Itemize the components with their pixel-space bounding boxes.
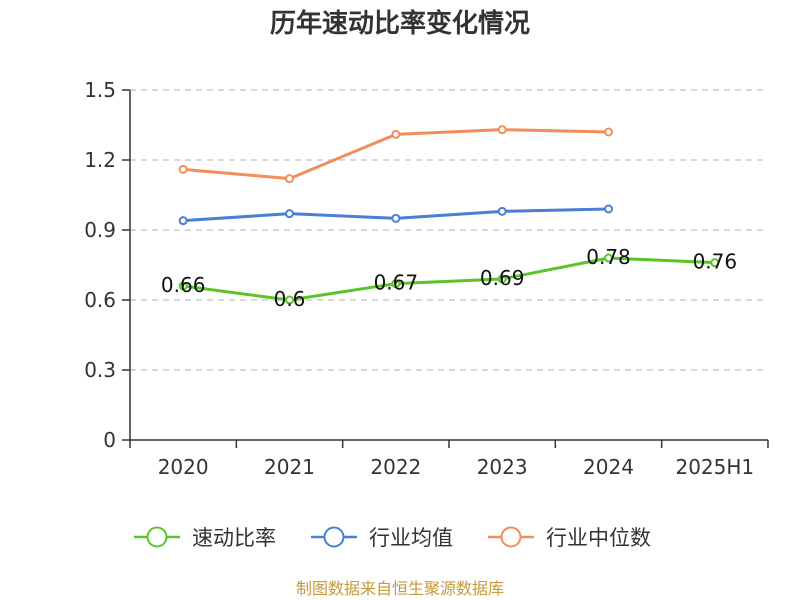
legend-label-1: 行业均值 — [369, 526, 453, 550]
data-labels: 0.66 0.6 0.67 0.69 0.78 0.76 — [161, 245, 737, 311]
series-lines — [178, 125, 720, 305]
legend-marker-0 — [146, 526, 168, 548]
data-label-4: 0.78 — [586, 245, 631, 269]
series-2-point-3 — [497, 125, 507, 135]
data-label-5: 0.76 — [693, 250, 738, 274]
grid — [130, 89, 768, 371]
y-tick-label-3: 0.9 — [84, 218, 116, 242]
data-label-3: 0.69 — [480, 266, 525, 290]
y-tick-label-2: 0.6 — [84, 288, 116, 312]
legend-item-0: 速动比率 — [134, 526, 276, 550]
data-label-2: 0.67 — [374, 271, 419, 295]
series-0-point-2 — [391, 279, 401, 289]
x-tick-label-1: 2021 — [264, 455, 315, 479]
x-tick-label-5: 2025H1 — [675, 455, 754, 479]
source-note: 制图数据来自恒生聚源数据库 — [296, 579, 504, 598]
series-0-point-1 — [285, 295, 294, 305]
legend-label-0: 速动比率 — [192, 526, 276, 550]
legend: 速动比率 行业均值 行业中位数 — [134, 526, 651, 550]
legend-marker-2 — [500, 526, 522, 548]
series-2-point-4 — [604, 127, 613, 137]
x-tick-label-2: 2022 — [370, 455, 421, 479]
series-2-point-0 — [178, 164, 188, 174]
x-tick-label-0: 2020 — [158, 455, 209, 479]
series-0-point-0 — [178, 281, 188, 291]
y-tick-label-0: 0 — [103, 428, 116, 452]
series-2-point-1 — [285, 174, 294, 184]
legend-item-1: 行业均值 — [311, 526, 453, 550]
y-tick-label-1: 0.3 — [84, 358, 116, 382]
series-0-point-5 — [710, 258, 720, 268]
x-tick-label-3: 2023 — [477, 455, 528, 479]
y-tick-label-4: 1.2 — [84, 148, 116, 172]
series-2 — [178, 125, 613, 184]
axes: 0 0.3 0.6 0.9 1.2 1.5 2020 2021 2022 2023 2024 2025… — [84, 78, 769, 479]
series-0-point-4 — [604, 253, 613, 263]
chart-title: 历年速动比率变化情况 — [270, 8, 530, 39]
data-label-1: 0.6 — [274, 287, 306, 311]
y-tick-label-5: 1.5 — [84, 78, 116, 102]
data-label-0: 0.66 — [161, 273, 206, 297]
series-1-point-2 — [391, 213, 401, 223]
series-0-line — [182, 256, 715, 302]
series-1 — [178, 204, 613, 226]
series-0-point-3 — [497, 274, 507, 284]
series-0 — [178, 253, 720, 305]
legend-item-2: 行业中位数 — [488, 526, 651, 550]
legend-label-2: 行业中位数 — [546, 526, 651, 550]
series-2-point-2 — [391, 129, 401, 139]
series-1-point-0 — [178, 216, 188, 226]
series-1-point-1 — [285, 209, 294, 219]
legend-marker-1 — [323, 526, 345, 548]
series-1-point-3 — [497, 206, 507, 216]
series-1-point-4 — [604, 204, 613, 214]
x-tick-label-4: 2024 — [583, 455, 634, 479]
